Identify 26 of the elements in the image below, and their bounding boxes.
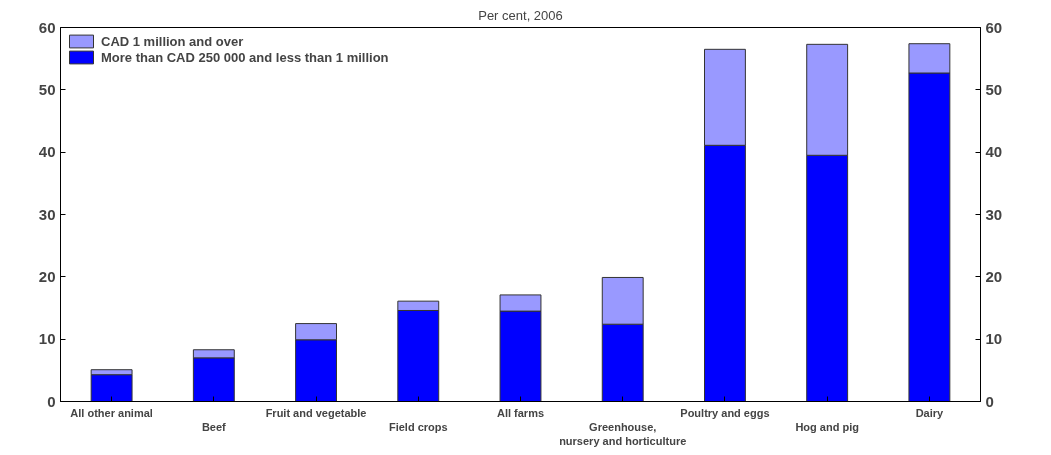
y2-tick-label: 50 — [985, 80, 1003, 98]
x-tick-label: All farms — [496, 406, 545, 419]
y-tick-label: 60 — [38, 18, 56, 36]
x-tick-label: Poultry and eggs — [680, 406, 770, 419]
y-tick-label: 40 — [38, 143, 56, 161]
y2-tick-label: 10 — [985, 330, 1003, 348]
x-tick-label: Beef — [201, 420, 227, 433]
x-tick-label: Hog and pig — [795, 420, 859, 433]
y-tick-label: 10 — [38, 330, 56, 348]
y2-tick-label: 30 — [985, 205, 1003, 223]
x-tick-label: Fruit and vegetable — [265, 406, 367, 419]
x-tick-label: Dairy — [915, 406, 945, 419]
y2-tick-label: 40 — [985, 143, 1003, 161]
y2-tick-label: 0 — [985, 392, 994, 410]
x-tick-label: Greenhouse, nursery and horticulture — [559, 420, 687, 448]
y2-tick-label: 20 — [985, 267, 1003, 285]
y-tick-label: 0 — [47, 392, 56, 410]
legend-label: More than CAD 250 000 and less than 1 million — [101, 49, 389, 65]
x-tick-label: All other animal — [70, 406, 153, 419]
y-tick-label: 50 — [38, 80, 56, 98]
y-tick-label: 30 — [38, 205, 56, 223]
legend-label: CAD 1 million and over — [101, 33, 244, 49]
x-tick-label: Field crops — [388, 420, 448, 433]
y2-tick-label: 60 — [985, 18, 1003, 36]
chart-title: Per cent, 2006 — [478, 7, 563, 23]
y-tick-label: 20 — [38, 267, 56, 285]
